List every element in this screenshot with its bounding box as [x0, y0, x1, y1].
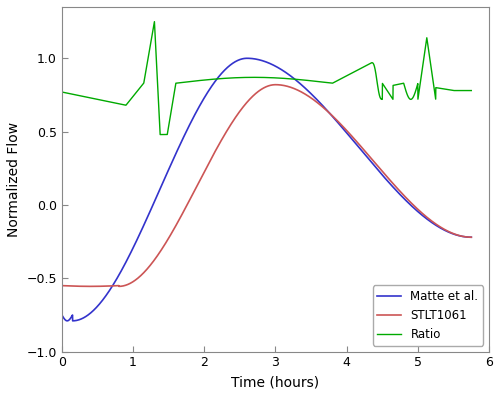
Matte et al.	[106, 289, 112, 294]
STLT1061	[272, 82, 278, 87]
Legend: Matte et al., STLT1061, Ratio: Matte et al., STLT1061, Ratio	[372, 286, 483, 346]
Ratio	[106, 99, 112, 104]
Matte et al.	[64, 318, 70, 323]
Ratio	[152, 19, 158, 24]
Ratio	[157, 132, 163, 137]
STLT1061	[468, 235, 474, 240]
Ratio	[130, 94, 136, 99]
STLT1061	[216, 142, 222, 147]
STLT1061	[88, 284, 94, 289]
STLT1061	[130, 279, 136, 284]
Y-axis label: Normalized Flow: Normalized Flow	[7, 122, 21, 237]
Matte et al.	[130, 246, 136, 251]
STLT1061	[460, 234, 466, 239]
Matte et al.	[216, 74, 222, 79]
Matte et al.	[468, 235, 474, 240]
Line: Ratio: Ratio	[62, 22, 472, 135]
STLT1061	[416, 208, 422, 213]
Ratio	[416, 86, 422, 91]
Ratio	[216, 76, 222, 81]
Line: Matte et al.: Matte et al.	[62, 58, 472, 321]
Matte et al.	[59, 312, 65, 317]
X-axis label: Time (hours): Time (hours)	[232, 375, 320, 389]
Matte et al.	[416, 211, 422, 215]
Matte et al.	[234, 59, 240, 63]
Ratio	[460, 88, 466, 93]
Ratio	[59, 89, 65, 94]
Ratio	[234, 75, 240, 80]
STLT1061	[106, 284, 112, 288]
STLT1061	[234, 113, 240, 118]
Matte et al.	[244, 56, 250, 61]
Ratio	[468, 88, 474, 93]
STLT1061	[59, 283, 65, 288]
Line: STLT1061: STLT1061	[62, 85, 472, 286]
Matte et al.	[460, 234, 466, 239]
